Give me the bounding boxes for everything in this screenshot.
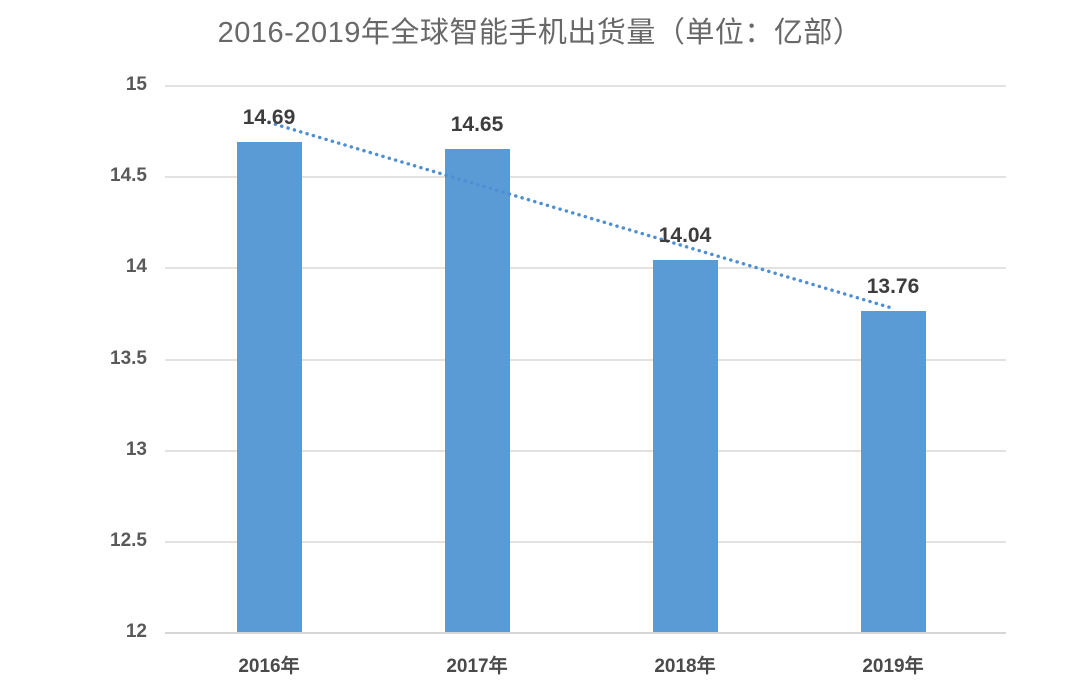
y-tick-label: 12.5 — [110, 529, 147, 551]
y-tick-label: 14.5 — [110, 165, 147, 187]
bar-value-label: 13.76 — [866, 275, 920, 299]
trendline — [267, 120, 895, 311]
gridline-12.5 — [165, 540, 1006, 543]
bar-2017年 — [444, 148, 510, 632]
x-tick-label: 2016年 — [238, 656, 300, 677]
x-tick-label: 2019年 — [862, 656, 924, 677]
gridline-13.5 — [165, 358, 1006, 361]
x-tick-label: 2018年 — [654, 656, 716, 677]
y-tick-label: 15 — [125, 74, 147, 95]
chart-title: 2016-2019年全球智能手机出货量（单位：亿部） — [217, 17, 863, 49]
plot-area: 14.69 14.65 14.04 13.76 — [165, 85, 1006, 634]
bar-value-label: 14.04 — [658, 224, 712, 248]
bar-value-label: 14.65 — [450, 112, 504, 136]
bar-2019年 — [860, 311, 926, 632]
y-tick-label: 13 — [125, 438, 147, 460]
gridline-15 — [165, 85, 1006, 87]
gridline-14 — [165, 267, 1006, 270]
gridline-14.5 — [165, 176, 1006, 179]
y-tick-label: 12 — [125, 621, 147, 642]
bar-2018年 — [652, 260, 718, 632]
y-tick-label: 14 — [125, 256, 147, 278]
gridline-12 — [165, 632, 1006, 634]
bar-2016年 — [236, 141, 302, 632]
gridline-13 — [165, 449, 1006, 452]
y-tick-label: 13.5 — [110, 347, 147, 369]
bar-value-label: 14.69 — [242, 105, 296, 129]
x-tick-label: 2017年 — [446, 656, 508, 677]
trendline-path — [267, 120, 895, 311]
